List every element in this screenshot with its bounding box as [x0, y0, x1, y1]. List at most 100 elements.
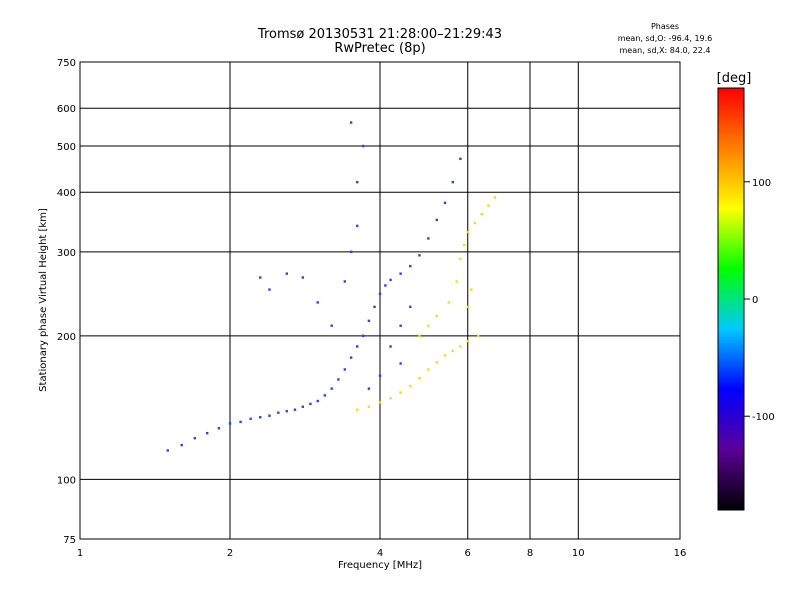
data-point	[487, 204, 490, 207]
data-point	[228, 422, 232, 425]
data-point	[418, 376, 421, 380]
data-point	[301, 276, 305, 279]
x-tick-labels: 1 2 4 6 8 10 16	[77, 548, 687, 559]
data-point	[367, 405, 371, 408]
colorbar-tick-label: 0	[752, 295, 758, 306]
data-point	[389, 396, 392, 400]
y-tick-label: 600	[57, 104, 76, 115]
data-point	[418, 334, 421, 338]
colorbar-label: [deg]	[717, 71, 752, 86]
y-tick-label: 500	[57, 142, 76, 153]
data-point	[399, 362, 402, 365]
data-point	[301, 405, 305, 408]
stats-x-line: mean, sd,X: 84.0, 22.4	[620, 46, 711, 55]
data-point	[418, 254, 421, 257]
data-point	[459, 257, 462, 261]
data-point	[466, 339, 469, 343]
data-point	[399, 391, 402, 394]
grid-lines	[80, 62, 680, 539]
data-point	[427, 237, 430, 240]
data-point	[378, 374, 382, 377]
y-tick-label: 200	[57, 332, 76, 343]
data-point	[259, 416, 262, 419]
x-tick-label: 2	[227, 548, 233, 559]
data-point	[480, 212, 483, 216]
data-point	[337, 378, 340, 381]
x-tick-label: 6	[465, 548, 471, 559]
x-tick-label: 10	[572, 548, 585, 559]
data-point	[285, 272, 288, 275]
x-tick-label: 8	[527, 548, 533, 559]
data-point	[466, 305, 469, 309]
data-point	[435, 314, 438, 318]
data-point	[268, 288, 271, 291]
data-point	[473, 221, 477, 225]
data-point	[285, 409, 288, 413]
data-point	[459, 345, 462, 348]
data-point	[330, 387, 333, 390]
data-point	[389, 345, 392, 348]
data-point	[293, 408, 297, 411]
data-point	[389, 278, 392, 282]
data-point	[166, 449, 169, 452]
data-point	[361, 144, 365, 148]
x-tick-label: 4	[377, 548, 383, 559]
data-point	[249, 417, 252, 420]
data-point	[399, 272, 402, 275]
colorbar-tick-label: -100	[752, 412, 775, 423]
y-tick-label: 300	[57, 248, 76, 259]
data-point	[316, 301, 319, 304]
data-point	[349, 121, 353, 124]
data-points	[166, 121, 497, 452]
data-point	[409, 264, 412, 268]
data-point	[427, 368, 430, 371]
data-point	[470, 288, 473, 291]
data-point	[378, 401, 382, 404]
data-point	[447, 301, 451, 304]
x-tick-label: 16	[674, 548, 687, 559]
y-tick-label: 750	[57, 58, 76, 69]
data-point	[193, 437, 197, 440]
data-point	[378, 292, 382, 295]
data-point	[399, 324, 402, 327]
data-point	[435, 218, 438, 222]
data-point	[466, 230, 469, 234]
data-point	[459, 157, 462, 161]
data-point	[373, 305, 376, 309]
data-point	[323, 394, 327, 397]
data-point	[443, 354, 447, 357]
data-point	[409, 384, 412, 388]
data-point	[443, 201, 447, 205]
data-point	[205, 431, 209, 435]
data-point	[268, 414, 271, 417]
chart-title: Tromsø 20130531 21:28:00–21:29:43	[257, 27, 502, 42]
y-tick-label: 100	[57, 475, 76, 486]
data-point	[259, 276, 262, 279]
data-point	[355, 408, 359, 411]
data-point	[367, 319, 371, 323]
data-point	[349, 250, 353, 254]
x-tick-label: 1	[77, 548, 83, 559]
data-point	[451, 180, 455, 184]
stats-heading: Phases	[651, 22, 679, 31]
data-point	[355, 224, 359, 228]
y-tick-label: 75	[63, 535, 76, 546]
data-point	[355, 180, 359, 184]
data-point	[477, 334, 480, 338]
y-tick-label: 400	[57, 188, 76, 199]
chart-subtitle: RwPretec (8p)	[334, 41, 425, 56]
data-point	[435, 361, 438, 364]
colorbar-tick-label: 100	[752, 178, 771, 189]
data-point	[367, 387, 371, 390]
data-point	[316, 399, 319, 403]
y-axis-label: Stationary phase Virtual Height [km]	[38, 208, 49, 392]
stats-o-line: mean, sd,O: -96.4, 19.6	[618, 34, 713, 43]
data-point	[462, 243, 466, 247]
data-point	[493, 196, 497, 199]
data-point	[384, 284, 387, 287]
data-point	[361, 334, 365, 338]
data-point	[455, 280, 458, 283]
x-axis-label: Frequency [MHz]	[338, 560, 422, 571]
data-point	[309, 402, 312, 406]
